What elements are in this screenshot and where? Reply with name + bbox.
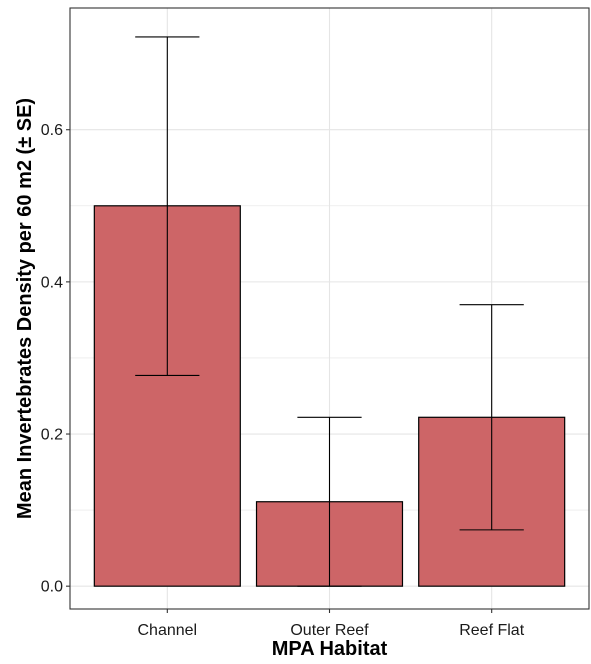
error-bar <box>135 36 200 376</box>
error-bar <box>297 416 362 587</box>
y-tick-label: 0.2 <box>41 427 63 444</box>
error-bars <box>135 36 524 587</box>
y-tick-label: 0.0 <box>41 579 63 596</box>
y-axis-title: Mean Invertebrates Density per 60 m2 (± … <box>14 98 36 519</box>
y-tick-label: 0.4 <box>41 274 63 291</box>
x-axis-ticks: Channel Outer Reef Reef Flat <box>138 609 525 639</box>
x-tick-label: Reef Flat <box>459 622 524 639</box>
x-axis-title: MPA Habitat <box>272 638 388 660</box>
y-tick-label: 0.6 <box>41 122 63 139</box>
y-axis-ticks: 0.0 0.2 0.4 0.6 <box>41 122 70 596</box>
x-tick-label: Outer Reef <box>290 622 369 639</box>
error-bar <box>459 304 524 531</box>
x-tick-label: Channel <box>138 622 198 639</box>
